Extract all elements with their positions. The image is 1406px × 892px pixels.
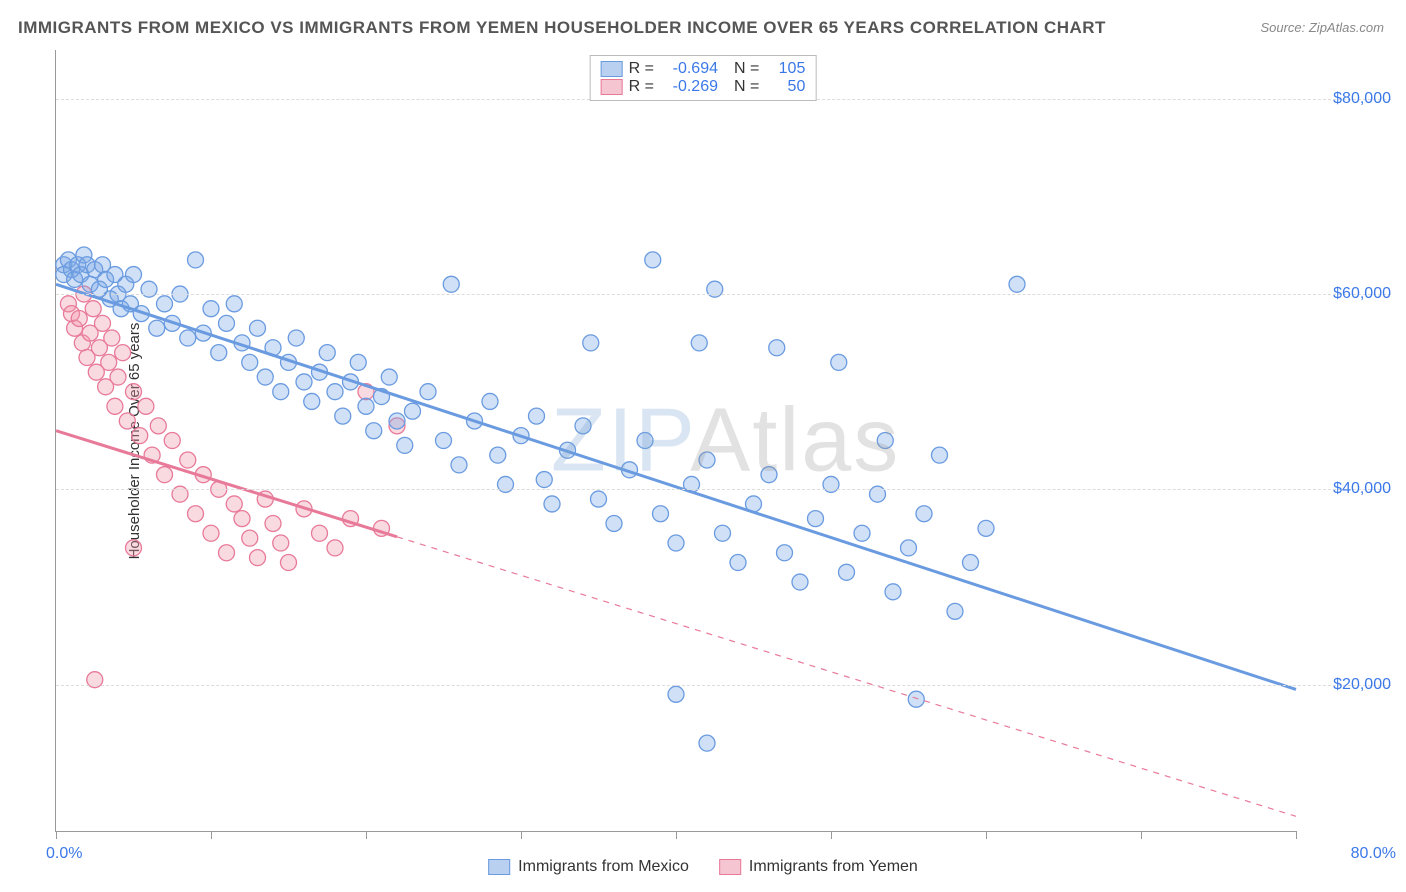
x-tick — [521, 831, 522, 839]
r-label: R = — [629, 60, 654, 78]
chart-title: IMMIGRANTS FROM MEXICO VS IMMIGRANTS FRO… — [18, 18, 1106, 38]
y-tick-label: $20,000 — [1306, 676, 1391, 694]
x-tick — [986, 831, 987, 839]
legend-label-yemen: Immigrants from Yemen — [749, 858, 918, 876]
x-tick — [211, 831, 212, 839]
y-tick-label: $40,000 — [1306, 480, 1391, 498]
n-value-yemen: 50 — [765, 78, 805, 96]
y-tick-label: $60,000 — [1306, 285, 1391, 303]
x-axis-min-label: 0.0% — [46, 845, 82, 863]
r-label: R = — [629, 78, 654, 96]
legend-label-mexico: Immigrants from Mexico — [518, 858, 689, 876]
x-tick — [831, 831, 832, 839]
x-axis-max-label: 80.0% — [1351, 845, 1396, 863]
chart-svg — [56, 50, 1296, 831]
n-value-mexico: 105 — [765, 60, 805, 78]
gridline-h — [56, 685, 1391, 686]
x-tick — [56, 831, 57, 839]
x-tick — [676, 831, 677, 839]
source-attribution: Source: ZipAtlas.com — [1260, 20, 1384, 35]
r-value-yemen: -0.269 — [660, 78, 718, 96]
gridline-h — [56, 294, 1391, 295]
source-prefix: Source: — [1260, 20, 1308, 35]
source-value: ZipAtlas.com — [1309, 20, 1384, 35]
y-tick-label: $80,000 — [1306, 90, 1391, 108]
x-tick — [1296, 831, 1297, 839]
swatch-mexico — [601, 61, 623, 77]
r-value-mexico: -0.694 — [660, 60, 718, 78]
gridline-h — [56, 489, 1391, 490]
n-label: N = — [734, 78, 759, 96]
correlation-row-yemen: R = -0.269 N = 50 — [601, 78, 806, 96]
correlation-row-mexico: R = -0.694 N = 105 — [601, 60, 806, 78]
swatch-yemen — [719, 859, 741, 875]
legend-item-mexico: Immigrants from Mexico — [488, 858, 689, 876]
x-tick — [366, 831, 367, 839]
series-legend: Immigrants from Mexico Immigrants from Y… — [488, 858, 918, 876]
x-tick — [1141, 831, 1142, 839]
plot-area: Householder Income Over 65 years 0.0% 80… — [55, 50, 1296, 832]
swatch-yemen — [601, 79, 623, 95]
swatch-mexico — [488, 859, 510, 875]
correlation-legend: R = -0.694 N = 105 R = -0.269 N = 50 — [590, 55, 817, 101]
n-label: N = — [734, 60, 759, 78]
legend-item-yemen: Immigrants from Yemen — [719, 858, 918, 876]
